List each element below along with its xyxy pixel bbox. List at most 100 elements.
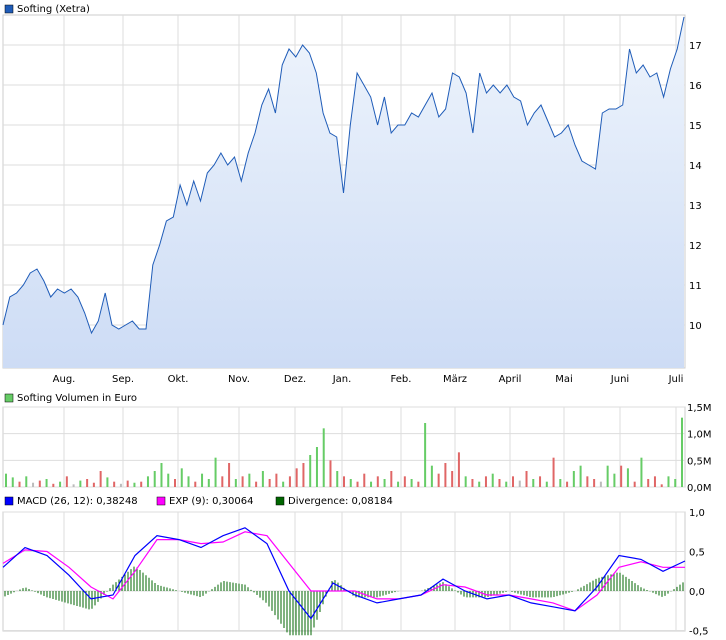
macd-legend-swatch xyxy=(4,496,14,506)
volume-bar xyxy=(146,476,149,487)
volume-bar xyxy=(505,481,508,487)
exp-legend: EXP (9): 0,30064 xyxy=(169,496,253,507)
macd-frame xyxy=(2,511,686,632)
volume-bar xyxy=(92,482,95,487)
volume-bar xyxy=(126,480,129,487)
month-label: Sep. xyxy=(112,374,134,385)
divergence-legend-swatch xyxy=(275,496,285,506)
volume-bar xyxy=(201,473,204,487)
volume-bar xyxy=(255,481,258,487)
volume-bar xyxy=(593,479,596,487)
volume-bar xyxy=(498,479,501,487)
volume-bar xyxy=(579,465,582,487)
macd-y-tick: 1,0 xyxy=(689,508,705,519)
volume-bar xyxy=(444,463,447,487)
price-y-tick: 15 xyxy=(689,121,702,132)
month-label: Nov. xyxy=(228,374,250,385)
volume-bar xyxy=(167,473,170,487)
macd-y-tick: 0,0 xyxy=(689,587,705,598)
volume-bar xyxy=(403,476,406,487)
volume-bar xyxy=(315,447,318,487)
volume-bar xyxy=(133,482,136,487)
volume-y-tick: 1,0M xyxy=(687,430,712,441)
volume-bar xyxy=(552,457,555,487)
volume-bar xyxy=(660,484,663,487)
macd-y-tick: -0,5 xyxy=(689,627,709,638)
volume-bar xyxy=(512,476,514,487)
volume-bar xyxy=(383,479,386,487)
volume-bar xyxy=(234,479,237,487)
volume-bar xyxy=(261,471,264,487)
price-y-tick: 17 xyxy=(689,41,702,52)
volume-bar xyxy=(268,479,271,487)
volume-bar xyxy=(390,471,393,487)
volume-bar xyxy=(653,476,656,487)
month-label: Juni xyxy=(610,374,629,385)
volume-bar xyxy=(309,455,312,487)
volume-bar xyxy=(65,476,68,487)
volume-y-tick: 1,5M xyxy=(687,403,712,414)
volume-bar xyxy=(626,468,629,487)
month-label: Juli xyxy=(668,374,684,385)
price-legend-swatch xyxy=(4,4,14,14)
macd-y-tick: 0,5 xyxy=(689,548,705,559)
volume-bar xyxy=(329,460,332,487)
volume-bar xyxy=(572,471,575,487)
volume-bar xyxy=(38,480,41,487)
volume-bar xyxy=(606,465,609,487)
volume-frame xyxy=(2,406,686,488)
volume-bar xyxy=(397,481,400,487)
price-area xyxy=(3,17,684,368)
price-line xyxy=(2,16,685,335)
volume-bar xyxy=(194,481,197,487)
volume-bar xyxy=(113,481,116,487)
volume-bar xyxy=(59,481,62,487)
macd-legend: MACD (26, 12): 0,38248 xyxy=(17,496,138,507)
volume-bar xyxy=(25,476,28,487)
price-y-tick: 14 xyxy=(689,161,702,172)
volume-bar xyxy=(525,471,528,487)
volume-bar xyxy=(72,484,75,487)
volume-bar xyxy=(437,473,440,487)
volume-title: Softing Volumen in Euro xyxy=(17,393,137,404)
divergence-legend: Divergence: 0,08184 xyxy=(288,496,393,507)
volume-bar xyxy=(363,473,366,487)
volume-bar xyxy=(518,480,521,487)
price-y-tick: 13 xyxy=(689,201,702,212)
volume-bar xyxy=(106,477,109,487)
volume-bar xyxy=(376,476,379,487)
price-y-tick: 16 xyxy=(689,81,702,92)
exp-line xyxy=(2,531,685,612)
volume-bar xyxy=(302,463,305,487)
volume-bar xyxy=(430,465,433,487)
month-label: April xyxy=(499,374,522,385)
volume-bar xyxy=(187,476,190,487)
volume-bar xyxy=(620,465,623,487)
volume-bar xyxy=(228,463,231,487)
volume-bar xyxy=(356,481,359,487)
volume-bar xyxy=(484,476,487,487)
volume-bar xyxy=(248,473,251,487)
exp-legend-swatch xyxy=(156,496,166,506)
macd-line xyxy=(2,527,686,620)
volume-legend-swatch xyxy=(4,393,14,403)
volume-bar xyxy=(633,481,636,487)
volume-bar xyxy=(471,479,474,487)
volume-bar xyxy=(322,428,325,487)
volume-bar xyxy=(160,463,163,487)
volume-bar xyxy=(79,480,82,487)
month-label: Aug. xyxy=(53,374,76,385)
month-label: März xyxy=(443,374,467,385)
volume-bar xyxy=(32,482,35,487)
volume-bar xyxy=(410,479,413,487)
volume-bar xyxy=(153,471,156,487)
volume-bar xyxy=(640,457,643,487)
price-y-tick: 11 xyxy=(689,281,702,292)
volume-bar xyxy=(457,452,460,487)
volume-bar xyxy=(586,476,589,487)
price-y-tick: 10 xyxy=(689,321,702,332)
volume-bar xyxy=(667,476,670,487)
volume-bar xyxy=(288,476,291,487)
volume-bar xyxy=(140,481,143,487)
